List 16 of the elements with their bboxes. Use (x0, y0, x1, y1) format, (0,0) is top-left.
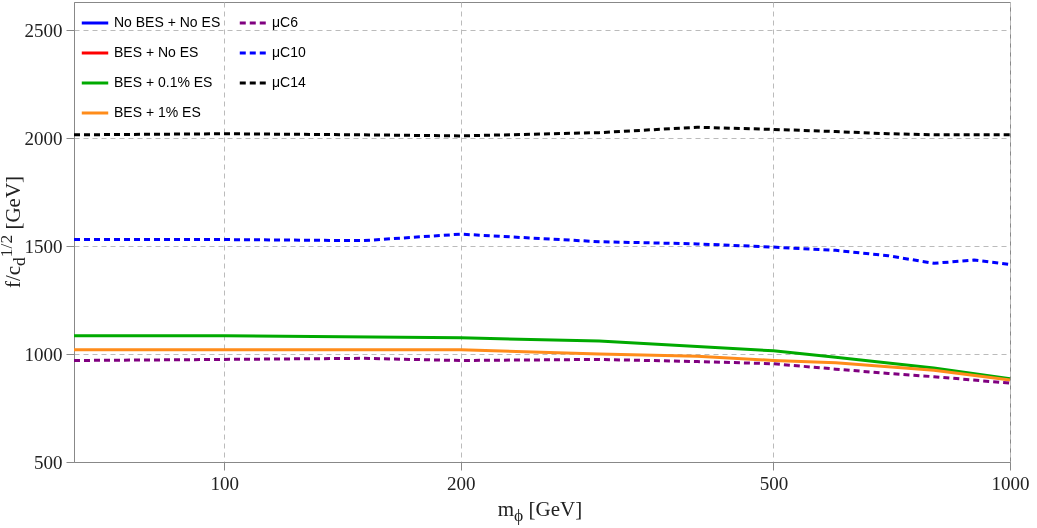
legend-label: No BES + No ES (114, 14, 221, 30)
y-tick-label: 2500 (24, 19, 63, 41)
y-tick-label: 1000 (24, 343, 63, 365)
legend-label: BES + 0.1% ES (114, 74, 213, 90)
x-tick-label: 1000 (991, 472, 1030, 494)
y-tick-label: 500 (34, 451, 63, 473)
x-tick-label: 100 (210, 472, 239, 494)
legend-label: BES + No ES (114, 44, 199, 60)
legend-label: μC10 (272, 44, 306, 60)
x-axis-title: m$_{ϕ}$ [GeV] (497, 497, 583, 527)
x-tick-label: 200 (446, 472, 476, 494)
x-tick-label: 500 (759, 472, 789, 494)
y-tick-label: 2000 (24, 127, 63, 149)
legend-label: μC14 (272, 74, 306, 90)
legend-label: BES + 1% ES (114, 104, 201, 120)
legend-label: μC6 (272, 14, 299, 30)
